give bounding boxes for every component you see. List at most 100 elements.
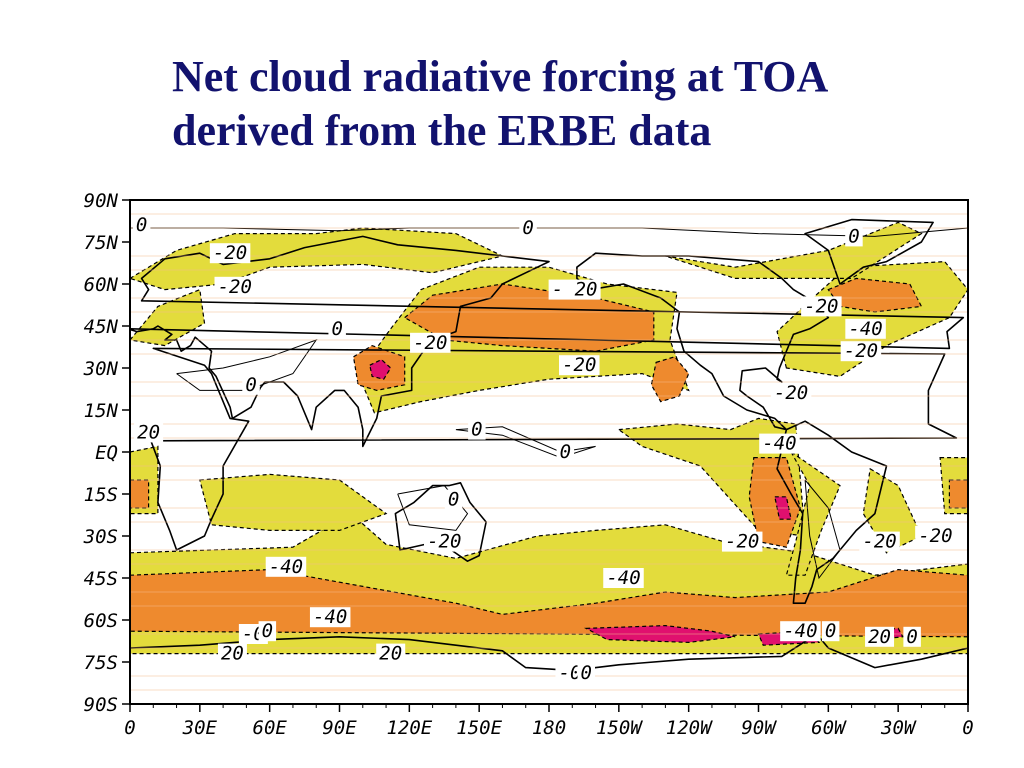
contour-label: -20: [844, 340, 878, 362]
contour-label: -20: [218, 276, 252, 298]
contour-label-background: [242, 374, 260, 395]
x-tick-label: 120E: [386, 717, 432, 739]
contour-label-background: [801, 296, 842, 317]
contour-label: 20: [379, 643, 402, 665]
contour-label-background: [217, 643, 247, 664]
contour-label-background: [214, 276, 255, 297]
contour-label-background: [821, 621, 840, 642]
contour-label: 0: [262, 620, 273, 642]
contour-label: 0: [825, 620, 836, 642]
latitude-gridlines: [130, 213, 968, 691]
contour-label-background: [328, 318, 346, 339]
contour-label: -20: [862, 531, 896, 553]
forcing-region-chn-m: [369, 358, 392, 380]
contour-label-background: [258, 621, 277, 642]
coastline-samerica: [776, 420, 888, 604]
contour-label: 0: [581, 662, 592, 684]
contour-label-background: [134, 422, 164, 443]
contour-label: -40: [269, 556, 303, 578]
contour-label: 20: [137, 421, 160, 443]
x-tick-label: 0: [124, 717, 135, 739]
contour-label: 0: [848, 225, 859, 247]
contour-label: -20: [774, 382, 808, 404]
contour-label-background: [770, 383, 812, 404]
contour-labels: 0 0 0 -20 -20 - 20 -20 0 -20 -40 -20 -20 0 -20 20 0 -40 0…: [132, 214, 956, 684]
title-line-2: derived from the ERBE data: [172, 106, 712, 155]
contour-label-background: [309, 607, 351, 628]
title-line-1: Net cloud radiative forcing at TOA: [172, 52, 829, 101]
contour-label: 0: [136, 214, 147, 236]
y-tick-label: 45N: [84, 316, 119, 338]
contour-label-background: [577, 663, 595, 684]
contour-label-background: [721, 531, 763, 552]
coastline-namerica: [576, 252, 830, 431]
contour-label-background: [559, 355, 600, 376]
x-tick-label: 30E: [182, 717, 218, 739]
coastline-greenland: [804, 218, 934, 285]
contour-label: -40: [313, 606, 347, 628]
contour-label: -40: [783, 620, 817, 642]
contour-label-background: [376, 643, 406, 664]
contour-label: 20: [868, 626, 891, 648]
x-tick-label: 60W: [811, 717, 847, 739]
contour-label: -20: [413, 332, 447, 354]
contour-label-background: [468, 419, 486, 440]
contour-label: 0: [560, 441, 571, 463]
forcing-region-safr-o: [130, 479, 150, 509]
contour-label: 0: [448, 489, 459, 511]
y-tick-label: 30N: [83, 358, 119, 380]
contour-label: -20: [918, 525, 952, 547]
contour-label: 0: [906, 626, 917, 648]
y-tick-label: 75N: [84, 232, 119, 254]
axes: 90N 75N 60N 45N 30N 15N EQ 15S 30S 45S 60S 75S 90S 0 3…: [83, 190, 974, 739]
contour-label: -20: [562, 354, 596, 376]
x-tick-label: 0: [962, 717, 973, 739]
y-tick-label: 60S: [84, 610, 118, 632]
contour-label-background: [845, 318, 886, 339]
y-tick-label: EQ: [95, 442, 118, 464]
coastline-antarctica: [130, 633, 968, 704]
contour-label: -40: [606, 567, 640, 589]
chart-title: Net cloud radiative forcing at TOA deriv…: [172, 50, 972, 158]
contour-label: -20: [213, 242, 247, 264]
forcing-region-npac-o: [403, 283, 655, 352]
forcing-region-ind-y: [199, 473, 388, 531]
contour-label-background: [424, 531, 465, 552]
contour-label-background: [603, 568, 644, 588]
contour-label: - 20: [552, 279, 598, 301]
contour-label: -20: [427, 531, 461, 553]
contour-label-background: [865, 626, 895, 647]
x-tick-label: 60E: [253, 717, 288, 739]
contour-label-background: [519, 218, 537, 238]
zero-contour-3: [455, 426, 596, 459]
contour-label-background: [903, 626, 921, 647]
coastline-eurasia: [130, 235, 965, 448]
contour-label-background: [556, 442, 575, 462]
x-tick-label: 90W: [741, 717, 777, 739]
contour-label-background: [209, 243, 251, 264]
contour-label-background: [845, 226, 863, 247]
contour-label-background: [759, 433, 800, 454]
contour-label-background: [915, 526, 956, 546]
contour-label: 0: [471, 419, 482, 441]
contour-label: -0: [559, 662, 582, 684]
contour-label: 0: [522, 217, 533, 239]
y-tick-label: 60N: [84, 274, 119, 296]
contour-label-background: [132, 215, 151, 236]
contour-label: 0: [245, 374, 256, 396]
contour-label-background: [410, 332, 451, 353]
contour-label-background: [780, 621, 821, 642]
x-tick-label: 90E: [322, 717, 357, 739]
x-tick-label: 150E: [456, 717, 502, 739]
y-tick-label: 90S: [84, 694, 118, 716]
x-tick-label: 30W: [880, 717, 917, 739]
y-tick-label: 75S: [84, 652, 118, 674]
x-tick-label: 180: [532, 717, 566, 739]
y-tick-label: 15N: [84, 400, 119, 422]
y-tick-label: 15S: [84, 484, 118, 506]
contour-label-background: [444, 489, 463, 510]
contour-label: 20: [221, 643, 244, 665]
contour-label-background: [555, 663, 585, 684]
x-tick-label: 120W: [666, 717, 713, 739]
